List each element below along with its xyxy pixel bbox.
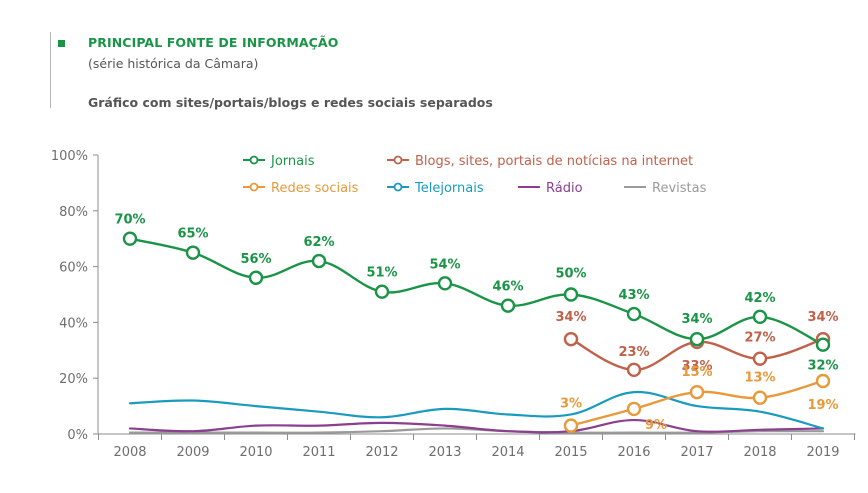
data-label: 65% (177, 227, 208, 242)
y-tick-label: 0% (67, 428, 88, 443)
data-point-redes-sociais (626, 401, 642, 417)
data-label: 50% (555, 267, 586, 282)
data-point-jornais (563, 287, 579, 302)
data-label: 51% (366, 266, 397, 281)
y-tick-label: 40% (59, 316, 88, 331)
side-rule (50, 32, 51, 108)
data-label: 9% (645, 418, 667, 433)
data-label: 46% (492, 280, 523, 295)
x-tick-label: 2012 (365, 445, 398, 460)
x-tick-label: 2011 (302, 445, 335, 460)
series-lines (128, 237, 825, 434)
legend-item: Blogs, sites, portais de notícias na int… (387, 154, 693, 169)
data-point-jornais (185, 245, 201, 260)
x-tick-label: 2017 (680, 445, 713, 460)
legend-item: Jornais (243, 154, 315, 169)
data-label: 62% (303, 235, 334, 250)
data-point-jornais (626, 306, 642, 322)
x-tick-label: 2010 (239, 445, 272, 460)
data-label: 23% (618, 345, 649, 360)
legend-label: Redes sociais (271, 181, 359, 196)
data-point-jornais (122, 231, 138, 246)
data-label: 15% (681, 365, 712, 380)
data-label: 27% (744, 331, 775, 346)
axes: 0% 20% 40% 60% 80% 100% 2008 2009 2010 2011 2012 20… (51, 149, 856, 460)
legend: Jornais Blogs, sites, portais de notícias… (243, 154, 707, 196)
data-point-jornais (752, 309, 768, 325)
legend-label: Rádio (546, 181, 583, 196)
legend-label: Revistas (652, 181, 707, 196)
legend-marker-icon (249, 182, 259, 192)
data-label: 34% (807, 310, 838, 325)
data-point-jornais (815, 337, 831, 352)
data-label: 19% (807, 398, 838, 413)
legend-item: Redes sociais (243, 181, 359, 196)
series-markers (122, 231, 831, 433)
series-line-telejornais (128, 391, 825, 430)
data-point-blogs-sites-portais-de-noticia (626, 362, 642, 378)
data-label: 3% (560, 397, 582, 412)
legend-label: Telejornais (414, 181, 484, 196)
y-tick-label: 60% (59, 261, 88, 276)
data-label: 54% (429, 257, 460, 272)
data-point-jornais (248, 270, 264, 285)
data-labels: 70% 65% 56% 62% 51% 54% 46% 50% 43% 34% 42% 32% 34% 2… (114, 213, 838, 433)
data-point-jornais (311, 253, 327, 269)
y-tick-label: 20% (59, 372, 88, 387)
x-tick-label: 2018 (743, 445, 776, 460)
chart-subtitle: (série histórica da Câmara) (88, 56, 259, 71)
x-tick-label: 2008 (113, 445, 146, 460)
chart-caption: Gráfico com sites/portais/blogs e redes … (88, 95, 493, 110)
series-line-radio (128, 418, 825, 434)
chart-title: PRINCIPAL FONTE DE INFORMAÇÃO (88, 35, 339, 50)
y-tick-label: 100% (51, 149, 88, 164)
data-point-jornais (689, 331, 705, 347)
legend-item: Rádio (518, 181, 583, 196)
data-point-redes-sociais (563, 418, 579, 433)
data-label: 13% (744, 371, 775, 386)
data-label: 56% (240, 252, 271, 267)
title-bullet-icon (58, 40, 65, 47)
series-line-jornais (128, 237, 825, 346)
data-point-redes-sociais (815, 373, 831, 389)
data-label: 70% (114, 213, 145, 228)
legend-marker-icon (393, 182, 403, 192)
data-point-redes-sociais (752, 390, 768, 405)
data-label: 33% (681, 359, 712, 374)
x-tick-label: 2016 (617, 445, 650, 460)
x-tick-label: 2014 (491, 445, 524, 460)
legend-marker-icon (249, 155, 259, 165)
x-tick-label: 2015 (554, 445, 587, 460)
legend-label: Blogs, sites, portais de notícias na int… (415, 154, 693, 169)
x-tick-label: 2013 (428, 445, 461, 460)
legend-label: Jornais (270, 154, 315, 169)
data-label: 32% (807, 359, 838, 374)
data-label: 34% (555, 310, 586, 325)
data-point-blogs-sites-portais-de-noticia (752, 351, 768, 366)
data-point-jornais (437, 276, 453, 291)
data-label: 42% (744, 291, 775, 306)
data-point-jornais (500, 298, 516, 313)
data-point-jornais (374, 284, 390, 299)
data-label: 34% (681, 312, 712, 327)
data-label: 43% (618, 288, 649, 303)
legend-marker-icon (393, 155, 403, 165)
legend-item: Revistas (624, 181, 707, 196)
y-tick-label: 80% (59, 205, 88, 220)
legend-item: Telejornais (387, 181, 484, 196)
x-tick-label: 2019 (806, 445, 839, 460)
data-point-blogs-sites-portais-de-noticia (563, 331, 579, 347)
data-point-redes-sociais (689, 384, 705, 400)
x-tick-label: 2009 (176, 445, 209, 460)
